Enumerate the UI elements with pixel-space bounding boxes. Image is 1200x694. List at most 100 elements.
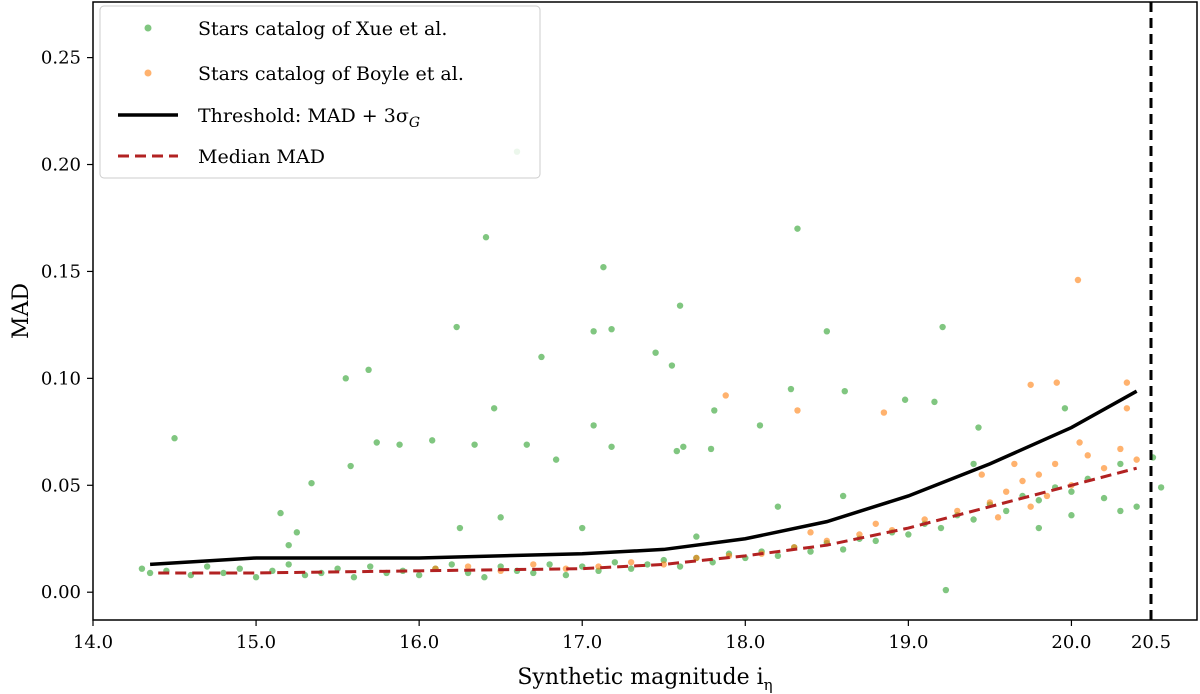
boyle-point [1043,492,1051,500]
x-tick-label: 15.0 [236,632,276,653]
xue-point [711,407,718,414]
boyle-point [660,561,667,568]
xue-point [611,559,619,566]
xue-point [308,479,315,487]
xue-point [523,441,530,448]
xue-point [608,325,615,333]
y-tick-label: 0.10 [41,368,81,389]
xue-point [590,422,597,429]
xue-point [1068,512,1075,519]
xue-point [970,460,977,468]
xue-point [693,533,700,540]
y-axis: 0.00 0.05 0.10 0.15 0.20 0.25 [41,48,93,603]
xue-point [415,571,423,579]
xue-point [456,524,464,532]
xue-point [220,569,227,577]
xue-point [277,509,284,517]
xue-point [373,439,380,446]
boyle-point [994,514,1002,521]
xue-point [350,574,358,581]
xue-point [774,552,782,560]
xue-point [841,387,848,395]
xue-point [285,561,292,568]
boyle-point [1003,488,1010,495]
boyle-point [794,407,801,414]
xue-point [942,586,950,594]
x-axis-label: Synthetic magnitude iη [517,665,772,694]
xue-point [1157,484,1165,491]
legend: Stars catalog of Xue et al. Stars catalo… [99,5,541,179]
legend-median-label: Median MAD [198,146,325,168]
xue-point [676,302,684,309]
xue-point [1100,494,1108,502]
xue-point [1003,507,1010,515]
xue-point [365,366,372,374]
xue-point [872,537,879,545]
xue-point [807,548,814,555]
xue-point [673,447,680,455]
xue-point [490,405,498,412]
x-tick-label: 18.0 [725,632,765,653]
xue-point [552,456,560,463]
xue-point [975,424,982,431]
xue-point [367,563,374,570]
xue-point [1068,488,1075,495]
y-tick-label: 0.15 [41,261,81,282]
xue-point [428,437,436,444]
boyle-point [872,520,879,527]
xue-point [823,328,831,335]
y-tick-label: 0.25 [41,48,81,69]
xue-point [1035,524,1043,532]
xue-point [839,492,847,500]
boyle-point [693,554,700,562]
xue-point [252,574,260,581]
xue-point [652,349,659,356]
boyle-point [978,471,985,478]
xue-point [138,565,146,572]
x-axis: 14.0 15.0 16.0 17.0 18.0 19.0 20.0 [73,620,1091,653]
xue-point [931,398,938,406]
xue-point [794,225,801,232]
xue-point [448,561,455,568]
xue-point [1117,460,1124,468]
boyle-point [464,563,472,570]
boyle-point [1051,460,1059,468]
xue-point [481,574,488,581]
xue-point [1117,507,1124,515]
xue-point [970,516,977,523]
boyle-point [1035,471,1043,478]
xue-point [334,565,341,572]
boyle-point [1019,477,1026,485]
x-tick-label: 19.0 [888,632,928,653]
legend-xue-marker [144,24,152,32]
y-tick-label: 0.20 [41,155,81,176]
xue-point [1061,405,1069,412]
boyle-point [1074,276,1082,284]
median-mad-line [158,466,1138,575]
xue-point [453,323,460,331]
xue-point [939,323,946,331]
xue-point [839,546,847,553]
x-tick-label: 17.0 [562,632,602,653]
legend-threshold-label: Threshold: MAD + 3σG [198,105,420,131]
xue-point [680,443,687,450]
y-tick-label: 0.00 [41,582,81,603]
x-tick-label: 20.0 [1051,632,1091,653]
xue-point [236,565,243,572]
boyle-point [823,537,831,545]
boyle-point [1027,503,1034,510]
boyle-point [627,559,635,566]
xue-point [347,462,354,470]
boyle-point [1053,379,1060,386]
xue-point [285,541,292,549]
xue-point [396,441,403,448]
xue-point [342,375,349,382]
boyle-point [722,392,729,399]
boyle-point [1117,445,1124,453]
xue-point [668,362,676,369]
xue-point [471,441,478,448]
boyle-point [1011,460,1018,468]
xue-point [644,561,651,568]
boyle-point [986,499,994,506]
